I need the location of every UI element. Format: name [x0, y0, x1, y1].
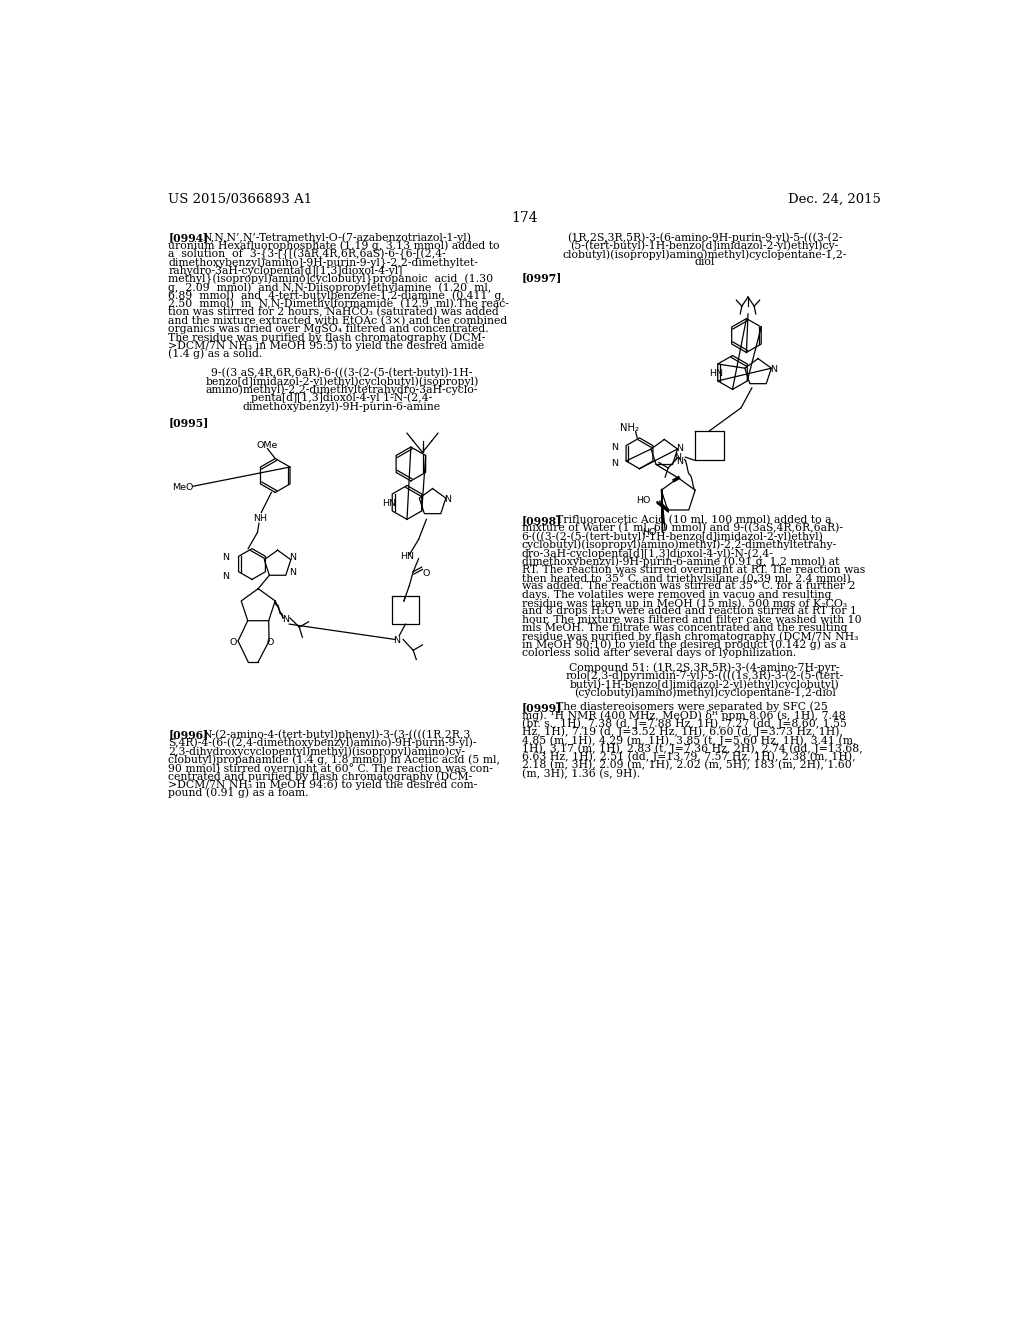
Text: HN: HN	[382, 499, 396, 508]
Text: (m, 3H), 1.36 (s, 9H).: (m, 3H), 1.36 (s, 9H).	[521, 768, 640, 779]
Text: butyl)-1H-benzo[d]imidazol-2-yl)ethyl)cyclobutyl): butyl)-1H-benzo[d]imidazol-2-yl)ethyl)cy…	[569, 678, 840, 689]
Text: The diastereoisomers were separated by SFC (25: The diastereoisomers were separated by S…	[556, 702, 827, 713]
Text: in MeOH 90:10) to yield the desired product (0.142 g) as a: in MeOH 90:10) to yield the desired prod…	[521, 640, 846, 651]
Text: uronium Hexafluorophosphate (1.19 g, 3.13 mmol) added to: uronium Hexafluorophosphate (1.19 g, 3.1…	[168, 240, 500, 251]
Text: 6.63 Hz, 1H), 2.51 (dd, J=13.79, 7.57 Hz, 1H), 2.38 (m, 1H),: 6.63 Hz, 1H), 2.51 (dd, J=13.79, 7.57 Hz…	[521, 752, 855, 763]
Text: and 8 drops H₂O were added and reaction stirred at RT for 1: and 8 drops H₂O were added and reaction …	[521, 606, 857, 616]
Text: S,4R)-4-(6-((2,4-dimethoxybenzyl)amino)-9H-purin-9-yl)-: S,4R)-4-(6-((2,4-dimethoxybenzyl)amino)-…	[168, 738, 477, 748]
Text: mixture of Water (1 ml, 60 mmol) and 9-((3aS,4R,6R,6aR)-: mixture of Water (1 ml, 60 mmol) and 9-(…	[521, 523, 843, 533]
Text: (cyclobutyl)amino)methyl)cyclopentane-1,2-diol: (cyclobutyl)amino)methyl)cyclopentane-1,…	[573, 688, 836, 698]
Text: N: N	[676, 444, 683, 453]
Text: (1.4 g) as a solid.: (1.4 g) as a solid.	[168, 348, 262, 359]
Text: 9-((3 aS,4R,6R,6aR)-6-(((3-(2-(5-(tert-butyl)-1H-: 9-((3 aS,4R,6R,6aR)-6-(((3-(2-(5-(tert-b…	[211, 368, 473, 379]
Text: 174: 174	[511, 211, 539, 224]
Text: O: O	[423, 569, 430, 578]
Text: Compound 51: (1R,2S,3R,5R)-3-(4-amino-7H-pyr-: Compound 51: (1R,2S,3R,5R)-3-(4-amino-7H…	[569, 663, 840, 673]
Text: penta[d][1,3]dioxol-4-yl 1-N-(2,4-: penta[d][1,3]dioxol-4-yl 1-N-(2,4-	[251, 393, 432, 404]
Text: organics was dried over MgSO₄ filtered and concentrated.: organics was dried over MgSO₄ filtered a…	[168, 323, 488, 334]
Text: N: N	[222, 553, 229, 562]
Text: [0999]: [0999]	[521, 702, 562, 713]
Text: mg). ¹H NMR (400 MHz, MeOD) δᴴ ppm 8.06 (s, 1H), 7.48: mg). ¹H NMR (400 MHz, MeOD) δᴴ ppm 8.06 …	[521, 710, 846, 721]
Text: methyl}(isopropyl)amino]cyclobutyl}propanoic  acid  (1.30: methyl}(isopropyl)amino]cyclobutyl}propa…	[168, 275, 494, 285]
Text: (br. s., 1H), 7.38 (d, J=7.88 Hz, 1H), 7.27 (dd, J=8.60, 1.55: (br. s., 1H), 7.38 (d, J=7.88 Hz, 1H), 7…	[521, 718, 847, 729]
Text: and the mixture extracted with EtOAc (3×) and the combined: and the mixture extracted with EtOAc (3×…	[168, 315, 508, 326]
Text: rahydro-3aH-cyclopenta[d][1,3]dioxol-4-yl]: rahydro-3aH-cyclopenta[d][1,3]dioxol-4-y…	[168, 265, 402, 276]
Text: 4.85 (m, 1H), 4.29 (m, 1H), 3.85 (t, J=5.60 Hz, 1H), 3.41 (m,: 4.85 (m, 1H), 4.29 (m, 1H), 3.85 (t, J=5…	[521, 735, 856, 746]
Text: [0995]: [0995]	[168, 417, 209, 428]
Text: dimethoxybenzyl)-9H-purin-6-amine (0.91 g, 1.2 mmol) at: dimethoxybenzyl)-9H-purin-6-amine (0.91 …	[521, 557, 839, 568]
Text: N: N	[289, 568, 296, 577]
Text: Hz, 1H), 7.19 (d, J=3.52 Hz, 1H), 6.60 (d, J=3.73 Hz, 1H),: Hz, 1H), 7.19 (d, J=3.52 Hz, 1H), 6.60 (…	[521, 727, 843, 738]
Text: OMe: OMe	[257, 441, 279, 450]
Text: N: N	[611, 459, 618, 469]
Text: mls MeOH. The filtrate was concentrated and the resulting: mls MeOH. The filtrate was concentrated …	[521, 623, 847, 634]
Text: Dec. 24, 2015: Dec. 24, 2015	[788, 193, 882, 206]
Text: days. The volatiles were removed in vacuo and resulting: days. The volatiles were removed in vacu…	[521, 590, 831, 599]
Text: residue was taken up in MeOH (15 mls). 500 mgs of K₂CO₃: residue was taken up in MeOH (15 mls). 5…	[521, 598, 847, 609]
Text: diol: diol	[694, 257, 715, 267]
Text: The residue was purified by flash chromatography (DCM-: The residue was purified by flash chroma…	[168, 333, 485, 343]
Text: dimethoxybenzyl)-9H-purin-6-amine: dimethoxybenzyl)-9H-purin-6-amine	[243, 401, 441, 412]
Text: hour. The mixture was filtered and filter cake washed with 10: hour. The mixture was filtered and filte…	[521, 615, 861, 624]
Text: clobutyl)propanamide (1.4 g, 1.8 mmol) in Acetic acid (5 ml,: clobutyl)propanamide (1.4 g, 1.8 mmol) i…	[168, 755, 501, 766]
Text: then heated to 35° C. and triethylsilane (0.39 ml, 2.4 mmol): then heated to 35° C. and triethylsilane…	[521, 573, 851, 583]
Text: O: O	[229, 638, 238, 647]
Text: 2.18 (m, 3H), 2.09 (m, 1H), 2.02 (m, 5H), 183 (m, 2H), 1.60: 2.18 (m, 3H), 2.09 (m, 1H), 2.02 (m, 5H)…	[521, 760, 851, 771]
Text: N: N	[770, 364, 776, 374]
Text: amino)methyl)-2,2-dimethyltetrahydro-3aH-cyclo-: amino)methyl)-2,2-dimethyltetrahydro-3aH…	[206, 384, 478, 395]
Text: [0998]: [0998]	[521, 515, 562, 525]
Text: dro-3aH-cyclopenta[d][1,3]dioxol-4-yl)-N-(2,4-: dro-3aH-cyclopenta[d][1,3]dioxol-4-yl)-N…	[521, 548, 773, 558]
Text: Trifluoroacetic Acid (10 ml, 100 mmol) added to a: Trifluoroacetic Acid (10 ml, 100 mmol) a…	[556, 515, 831, 525]
Text: N: N	[611, 442, 618, 451]
Text: >DCM/7N NH₃ in MeOH 95:5) to yield the desired amide: >DCM/7N NH₃ in MeOH 95:5) to yield the d…	[168, 341, 484, 351]
Text: benzo[d]imidazol-2-yl)ethyl)cyclobutyl)(isopropyl): benzo[d]imidazol-2-yl)ethyl)cyclobutyl)(…	[205, 376, 478, 387]
Text: HO: HO	[642, 528, 656, 537]
Text: N: N	[392, 636, 399, 645]
Text: dimethoxybenzyl)amino]-9H-purin-9-yl}-2,2-dimethyltet-: dimethoxybenzyl)amino]-9H-purin-9-yl}-2,…	[168, 257, 478, 268]
Text: N: N	[674, 453, 681, 462]
Text: N: N	[222, 572, 229, 581]
Text: rolo[2,3-d]pyrimidin-7-yl)-5-((((1s,3R)-3-(2-(5-(tert-: rolo[2,3-d]pyrimidin-7-yl)-5-((((1s,3R)-…	[565, 671, 844, 681]
Text: O: O	[267, 638, 274, 647]
Text: colorless solid after several days of lyophilization.: colorless solid after several days of ly…	[521, 648, 796, 657]
Text: [0994]: [0994]	[168, 232, 209, 243]
Text: 6-(((3-(2-(5-(tert-butyl)-1H-benzo[d]imidazol-2-yl)ethyl): 6-(((3-(2-(5-(tert-butyl)-1H-benzo[d]imi…	[521, 532, 823, 543]
Text: 6.89  mmol)  and  4-tert-butylbenzene-1,2-diamine  (0.411  g,: 6.89 mmol) and 4-tert-butylbenzene-1,2-d…	[168, 290, 505, 301]
Text: [0996]: [0996]	[168, 730, 209, 741]
Text: RT. The reaction was stirred overnight at RT. The reaction was: RT. The reaction was stirred overnight a…	[521, 565, 865, 574]
Text: was added. The reaction was stirred at 35° C. for a further 2: was added. The reaction was stirred at 3…	[521, 581, 855, 591]
Text: NH: NH	[253, 513, 266, 523]
Text: centrated and purified by flash chromatography (DCM-: centrated and purified by flash chromato…	[168, 771, 472, 781]
Text: 1H), 3.17 (m, 1H), 2.83 (t, J=7.36 Hz, 2H), 2.74 (dd, J=13.68,: 1H), 3.17 (m, 1H), 2.83 (t, J=7.36 Hz, 2…	[521, 743, 862, 754]
Text: >DCM/7N NH₃ in MeOH 94:6) to yield the desired com-: >DCM/7N NH₃ in MeOH 94:6) to yield the d…	[168, 780, 477, 791]
Text: 2,3-dihydroxycyclopentyl)methyl)(isopropyl)amino)cy-: 2,3-dihydroxycyclopentyl)methyl)(isoprop…	[168, 746, 465, 756]
Text: g,  2.09  mmol)  and N,N-Diisopropylethylamine  (1.20  ml,: g, 2.09 mmol) and N,N-Diisopropylethylam…	[168, 282, 492, 293]
Text: N: N	[444, 495, 452, 504]
Text: clobutyl)(isopropyl)amino)methyl)cyclopentane-1,2-: clobutyl)(isopropyl)amino)methyl)cyclope…	[562, 249, 847, 260]
Text: MeO: MeO	[172, 483, 194, 492]
Text: residue was purified by flash chromatography (DCM/7N NH₃: residue was purified by flash chromatogr…	[521, 631, 858, 642]
Text: HO: HO	[636, 496, 651, 506]
Text: pound (0.91 g) as a foam.: pound (0.91 g) as a foam.	[168, 788, 309, 799]
Text: N-(2-amino-4-(tert-butyl)phenyl)-3-(3-((((1R,2R,3: N-(2-amino-4-(tert-butyl)phenyl)-3-(3-((…	[203, 730, 471, 741]
Text: (1R,2S,3R,5R)-3-(6-amino-9H-purin-9-yl)-5-(((3-(2-: (1R,2S,3R,5R)-3-(6-amino-9H-purin-9-yl)-…	[567, 232, 843, 243]
Text: NH₂: NH₂	[620, 422, 639, 433]
Text: a  solution  of  3-{3-[{[(3aR,4R,6R,6aS)-6-{6-[(2,4-: a solution of 3-{3-[{[(3aR,4R,6R,6aS)-6-…	[168, 249, 446, 260]
Text: N: N	[289, 553, 296, 562]
Text: N: N	[676, 457, 683, 466]
Text: 90 mmol) stirred overnight at 60° C. The reaction was con-: 90 mmol) stirred overnight at 60° C. The…	[168, 763, 494, 774]
Text: 2.50  mmol)  in  N,N-Dimethylformamide  (12.9  ml).The reac-: 2.50 mmol) in N,N-Dimethylformamide (12.…	[168, 298, 509, 309]
Text: US 2015/0366893 A1: US 2015/0366893 A1	[168, 193, 312, 206]
Text: (5-(tert-butyl)-1H-benzo[d]imidazol-2-yl)ethyl)cy-: (5-(tert-butyl)-1H-benzo[d]imidazol-2-yl…	[570, 240, 839, 251]
Text: tion was stirred for 2 hours, NaHCO₃ (saturated) was added: tion was stirred for 2 hours, NaHCO₃ (sa…	[168, 308, 499, 318]
Text: cyclobutyl)(isopropyl)amino)methyl)-2,2-dimethyltetrahy-: cyclobutyl)(isopropyl)amino)methyl)-2,2-…	[521, 540, 837, 550]
Text: HN: HN	[400, 552, 414, 561]
Text: HN: HN	[710, 368, 723, 378]
Text: N: N	[282, 615, 289, 624]
Text: [0997]: [0997]	[521, 272, 562, 282]
Text: N,N,N’,N’-Tetramethyl-O-(7-azabenzotriazol-1-yl): N,N,N’,N’-Tetramethyl-O-(7-azabenzotriaz…	[203, 232, 471, 243]
